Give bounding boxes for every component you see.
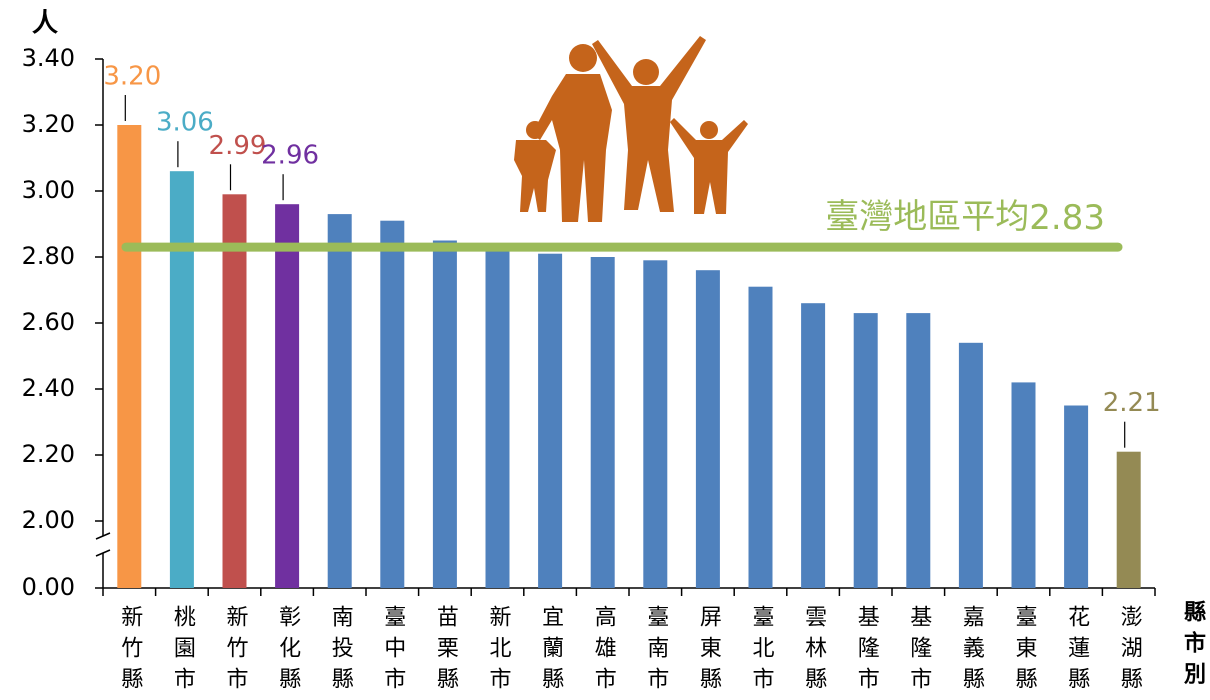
value-label: 2.21 [1103, 388, 1161, 418]
x-tick-label: 南投縣 [328, 605, 354, 698]
x-tick-label: 臺北市 [749, 605, 775, 698]
x-tick-label: 苗栗縣 [433, 605, 459, 698]
x-tick-label: 彰化縣 [275, 605, 301, 698]
x-tick-label: 桃園市 [170, 605, 196, 698]
bar [695, 270, 720, 588]
bar [117, 125, 142, 588]
x-tick-label: 基隆市 [854, 605, 880, 698]
bar [275, 204, 300, 588]
x-tick-label: 臺南市 [643, 605, 668, 698]
x-tick-label: 新北市 [486, 605, 512, 698]
x-tick-label: 澎湖縣 [1117, 605, 1143, 698]
y-tick-label: 3.20 [22, 110, 75, 138]
value-label: 2.96 [261, 141, 319, 171]
y-tick-label: 2.80 [22, 242, 75, 270]
y-tick-label: 0.00 [22, 573, 75, 601]
value-label: 3.20 [103, 62, 161, 92]
bar [169, 171, 194, 588]
x-axis-label: 縣市別 [1180, 600, 1206, 693]
x-tick-label: 花蓮縣 [1064, 605, 1090, 698]
average-label: 臺灣地區平均2.83 [825, 197, 1105, 238]
bar [1116, 451, 1141, 588]
x-tick-label: 基隆市 [906, 605, 932, 698]
bar [1011, 382, 1036, 588]
x-tick-label: 臺中市 [380, 605, 405, 698]
bar [222, 194, 247, 589]
y-tick-label: 2.60 [22, 308, 75, 336]
family-illustration [514, 36, 748, 222]
bar [432, 240, 457, 588]
y-tick-label: 2.40 [22, 374, 75, 402]
bar [380, 220, 405, 588]
value-label: 3.06 [156, 108, 214, 138]
x-tick-label: 高雄市 [591, 605, 617, 698]
x-tick-label: 宜蘭縣 [538, 605, 564, 698]
bar [748, 286, 773, 588]
average-name: 臺灣地區平均 [825, 197, 1029, 237]
axis-break [95, 532, 111, 557]
bar [801, 303, 826, 588]
x-tick-label: 新竹縣 [117, 605, 143, 698]
bar [1064, 405, 1089, 588]
x-tick-label: 臺東縣 [1012, 605, 1038, 698]
y-axis-label: 人 [32, 9, 58, 39]
bar [327, 214, 352, 588]
bar [590, 257, 615, 588]
y-tick-label: 3.00 [22, 176, 75, 204]
x-tick-label: 新竹市 [223, 605, 249, 698]
bar [958, 342, 983, 588]
x-tick-label: 嘉義縣 [959, 605, 985, 698]
bar [485, 250, 510, 588]
bar [538, 253, 563, 588]
value-label: 2.99 [209, 131, 267, 161]
y-tick-label: 3.40 [22, 44, 75, 72]
bar [643, 260, 668, 588]
bar [906, 313, 931, 588]
bar [853, 313, 878, 588]
x-tick-label: 屏東縣 [696, 605, 722, 698]
x-tick-label: 雲林縣 [801, 605, 827, 698]
y-tick-label: 2.20 [22, 440, 75, 468]
y-tick-label: 2.00 [22, 506, 75, 534]
average-value: 2.83 [1029, 198, 1105, 238]
